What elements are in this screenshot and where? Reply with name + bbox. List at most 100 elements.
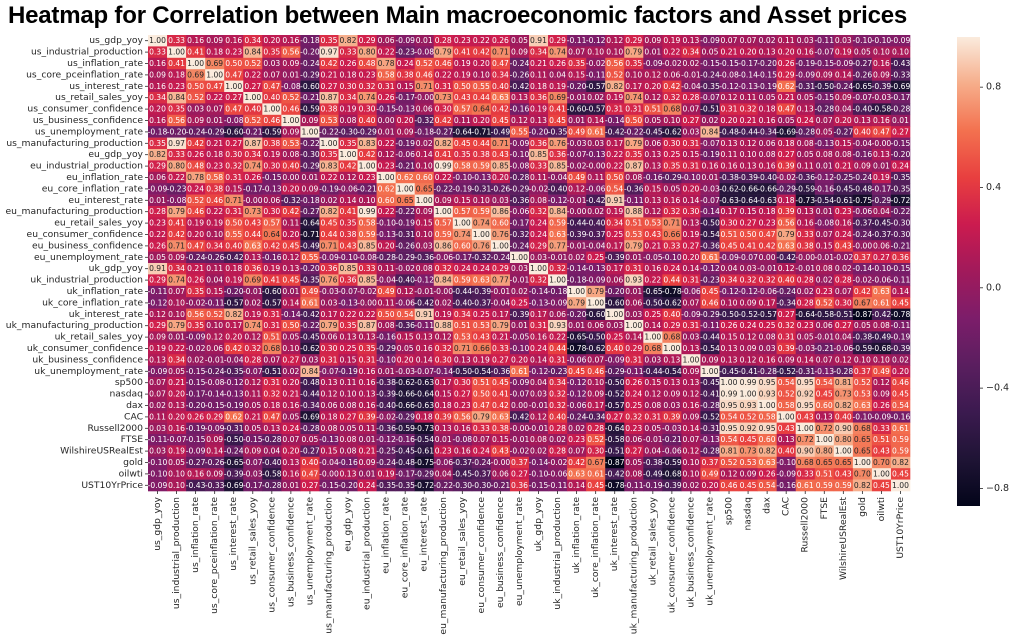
heatmap-cell: [548, 274, 568, 287]
cell-value-label: 0.42: [492, 105, 509, 114]
cell-value-label: 0.06: [206, 344, 223, 353]
cell-value-label: 0.95: [797, 401, 814, 410]
cell-value-label: -0.19: [319, 184, 339, 193]
cell-value-label: 0.07: [206, 105, 223, 114]
heatmap-cell: [624, 114, 644, 127]
heatmap-cell: [548, 35, 568, 47]
cell-value-label: 0.45: [282, 241, 299, 250]
heatmap-cell: [357, 137, 377, 150]
cell-value-label: -0.69: [224, 481, 244, 490]
heatmap-cell: [681, 35, 701, 47]
heatmap-cell: [700, 331, 720, 344]
cell-value-label: 0.50: [473, 390, 490, 399]
heatmap-cell: [338, 57, 358, 70]
heatmap-cell: [205, 171, 225, 184]
heatmap-cell: [281, 263, 301, 275]
cell-value-label: 0.18: [321, 412, 338, 421]
cell-value-label: -0.13: [472, 173, 492, 182]
x-tick-label: FTSE: [819, 497, 830, 520]
heatmap-cell: [890, 263, 911, 275]
cell-value-label: 0.19: [378, 469, 395, 478]
cell-value-label: -0.28: [376, 253, 396, 262]
cell-value-label: 0.29: [625, 344, 642, 353]
heatmap-cell: [452, 137, 473, 150]
heatmap-cell: [509, 69, 530, 81]
heatmap-cell: [471, 399, 492, 412]
heatmap-cell: [452, 468, 473, 480]
heatmap-cell: [395, 126, 415, 138]
heatmap-cell: [148, 434, 168, 446]
heatmap-cell: [776, 114, 796, 127]
heatmap-cell: [186, 388, 206, 401]
heatmap-cell: [224, 388, 244, 401]
heatmap-cell: [319, 80, 339, 93]
heatmap-cell: [738, 217, 758, 230]
cell-value-label: 0.78: [187, 173, 204, 182]
cell-value-label: 0.35: [321, 36, 338, 45]
cell-value-label: -0.02: [853, 276, 873, 285]
heatmap-cell: [148, 240, 168, 252]
cell-value-label: -0.01: [567, 93, 587, 102]
x-tick-label: nasdaq: [743, 497, 754, 531]
heatmap-cell: [738, 183, 758, 195]
heatmap-cell: [852, 354, 873, 366]
x-tick-label: sp500: [724, 497, 735, 525]
cell-value-label: -0.10: [529, 469, 549, 478]
cell-value-label: 1.00: [568, 287, 585, 296]
heatmap-cell: [300, 274, 320, 287]
heatmap-cell: [148, 194, 168, 207]
heatmap-cell: [776, 251, 796, 264]
heatmap-cell: [871, 411, 892, 423]
heatmap-cell: [338, 354, 358, 366]
heatmap-cell: [567, 228, 587, 241]
heatmap-cell: [395, 297, 415, 309]
y-tick-label: us_gdp_yoy: [89, 35, 143, 46]
heatmap-cell: [338, 468, 358, 480]
y-tick-label: gold: [123, 457, 143, 468]
heatmap-cell: [871, 160, 892, 173]
cell-value-label: -0.01: [548, 253, 568, 262]
heatmap-cell: [567, 399, 587, 412]
cell-value-label: 0.20: [282, 447, 299, 456]
heatmap-cell: [700, 206, 720, 218]
cell-value-label: 0.68: [644, 344, 661, 353]
heatmap-cell: [319, 445, 339, 458]
cell-value-label: 0.17: [435, 378, 452, 387]
heatmap-cell: [414, 411, 435, 423]
cell-value-label: -0.02: [834, 253, 854, 262]
heatmap-cell: [643, 331, 663, 344]
heatmap-cell: [548, 388, 568, 401]
heatmap-cell: [662, 422, 682, 435]
cell-value-label: 0.34: [530, 48, 547, 57]
cell-value-label: -0.24: [205, 367, 225, 376]
cell-value-label: -0.21: [243, 127, 263, 136]
cell-value-label: 0.02: [511, 287, 528, 296]
cell-value-label: -0.20: [891, 150, 911, 159]
heatmap-cell: [814, 92, 835, 104]
heatmap-cell: [357, 411, 377, 423]
cell-value-label: -0.19: [643, 481, 663, 490]
cell-value-label: 0.23: [225, 48, 242, 57]
heatmap-cell: [738, 342, 758, 355]
cell-value-label: -0.36: [510, 196, 530, 205]
cell-value-label: 0.09: [740, 298, 757, 307]
cell-value-label: -0.04: [548, 173, 568, 182]
cell-value-label: 0.50: [740, 230, 757, 239]
cell-value-label: 0.13: [816, 412, 833, 421]
cell-value-label: 0.35: [663, 162, 680, 171]
heatmap-cell: [319, 240, 339, 252]
heatmap-cell: [643, 228, 663, 241]
cell-value-label: 0.04: [530, 378, 547, 387]
heatmap-cell: [605, 228, 625, 241]
cell-value-label: 0.22: [168, 344, 185, 353]
cell-value-label: -0.51: [834, 310, 854, 319]
heatmap-cell: [433, 308, 454, 321]
cell-value-label: 0.02: [892, 355, 909, 364]
heatmap-cell: [395, 411, 415, 423]
cell-value-label: 0.53: [625, 230, 642, 239]
cell-value-label: 0.42: [854, 287, 871, 296]
heatmap-cell: [890, 183, 911, 195]
heatmap-cell: [490, 126, 511, 138]
heatmap-cell: [890, 92, 911, 104]
cell-value-label: 0.63: [759, 458, 776, 467]
